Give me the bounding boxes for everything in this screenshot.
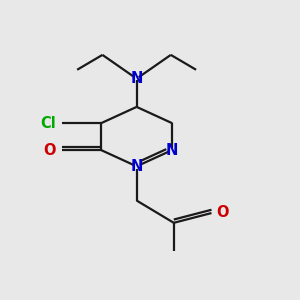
- Text: N: N: [130, 159, 143, 174]
- Text: N: N: [166, 142, 178, 158]
- Text: N: N: [130, 71, 143, 86]
- Text: Cl: Cl: [40, 116, 56, 131]
- Text: O: O: [43, 142, 56, 158]
- Text: O: O: [216, 205, 229, 220]
